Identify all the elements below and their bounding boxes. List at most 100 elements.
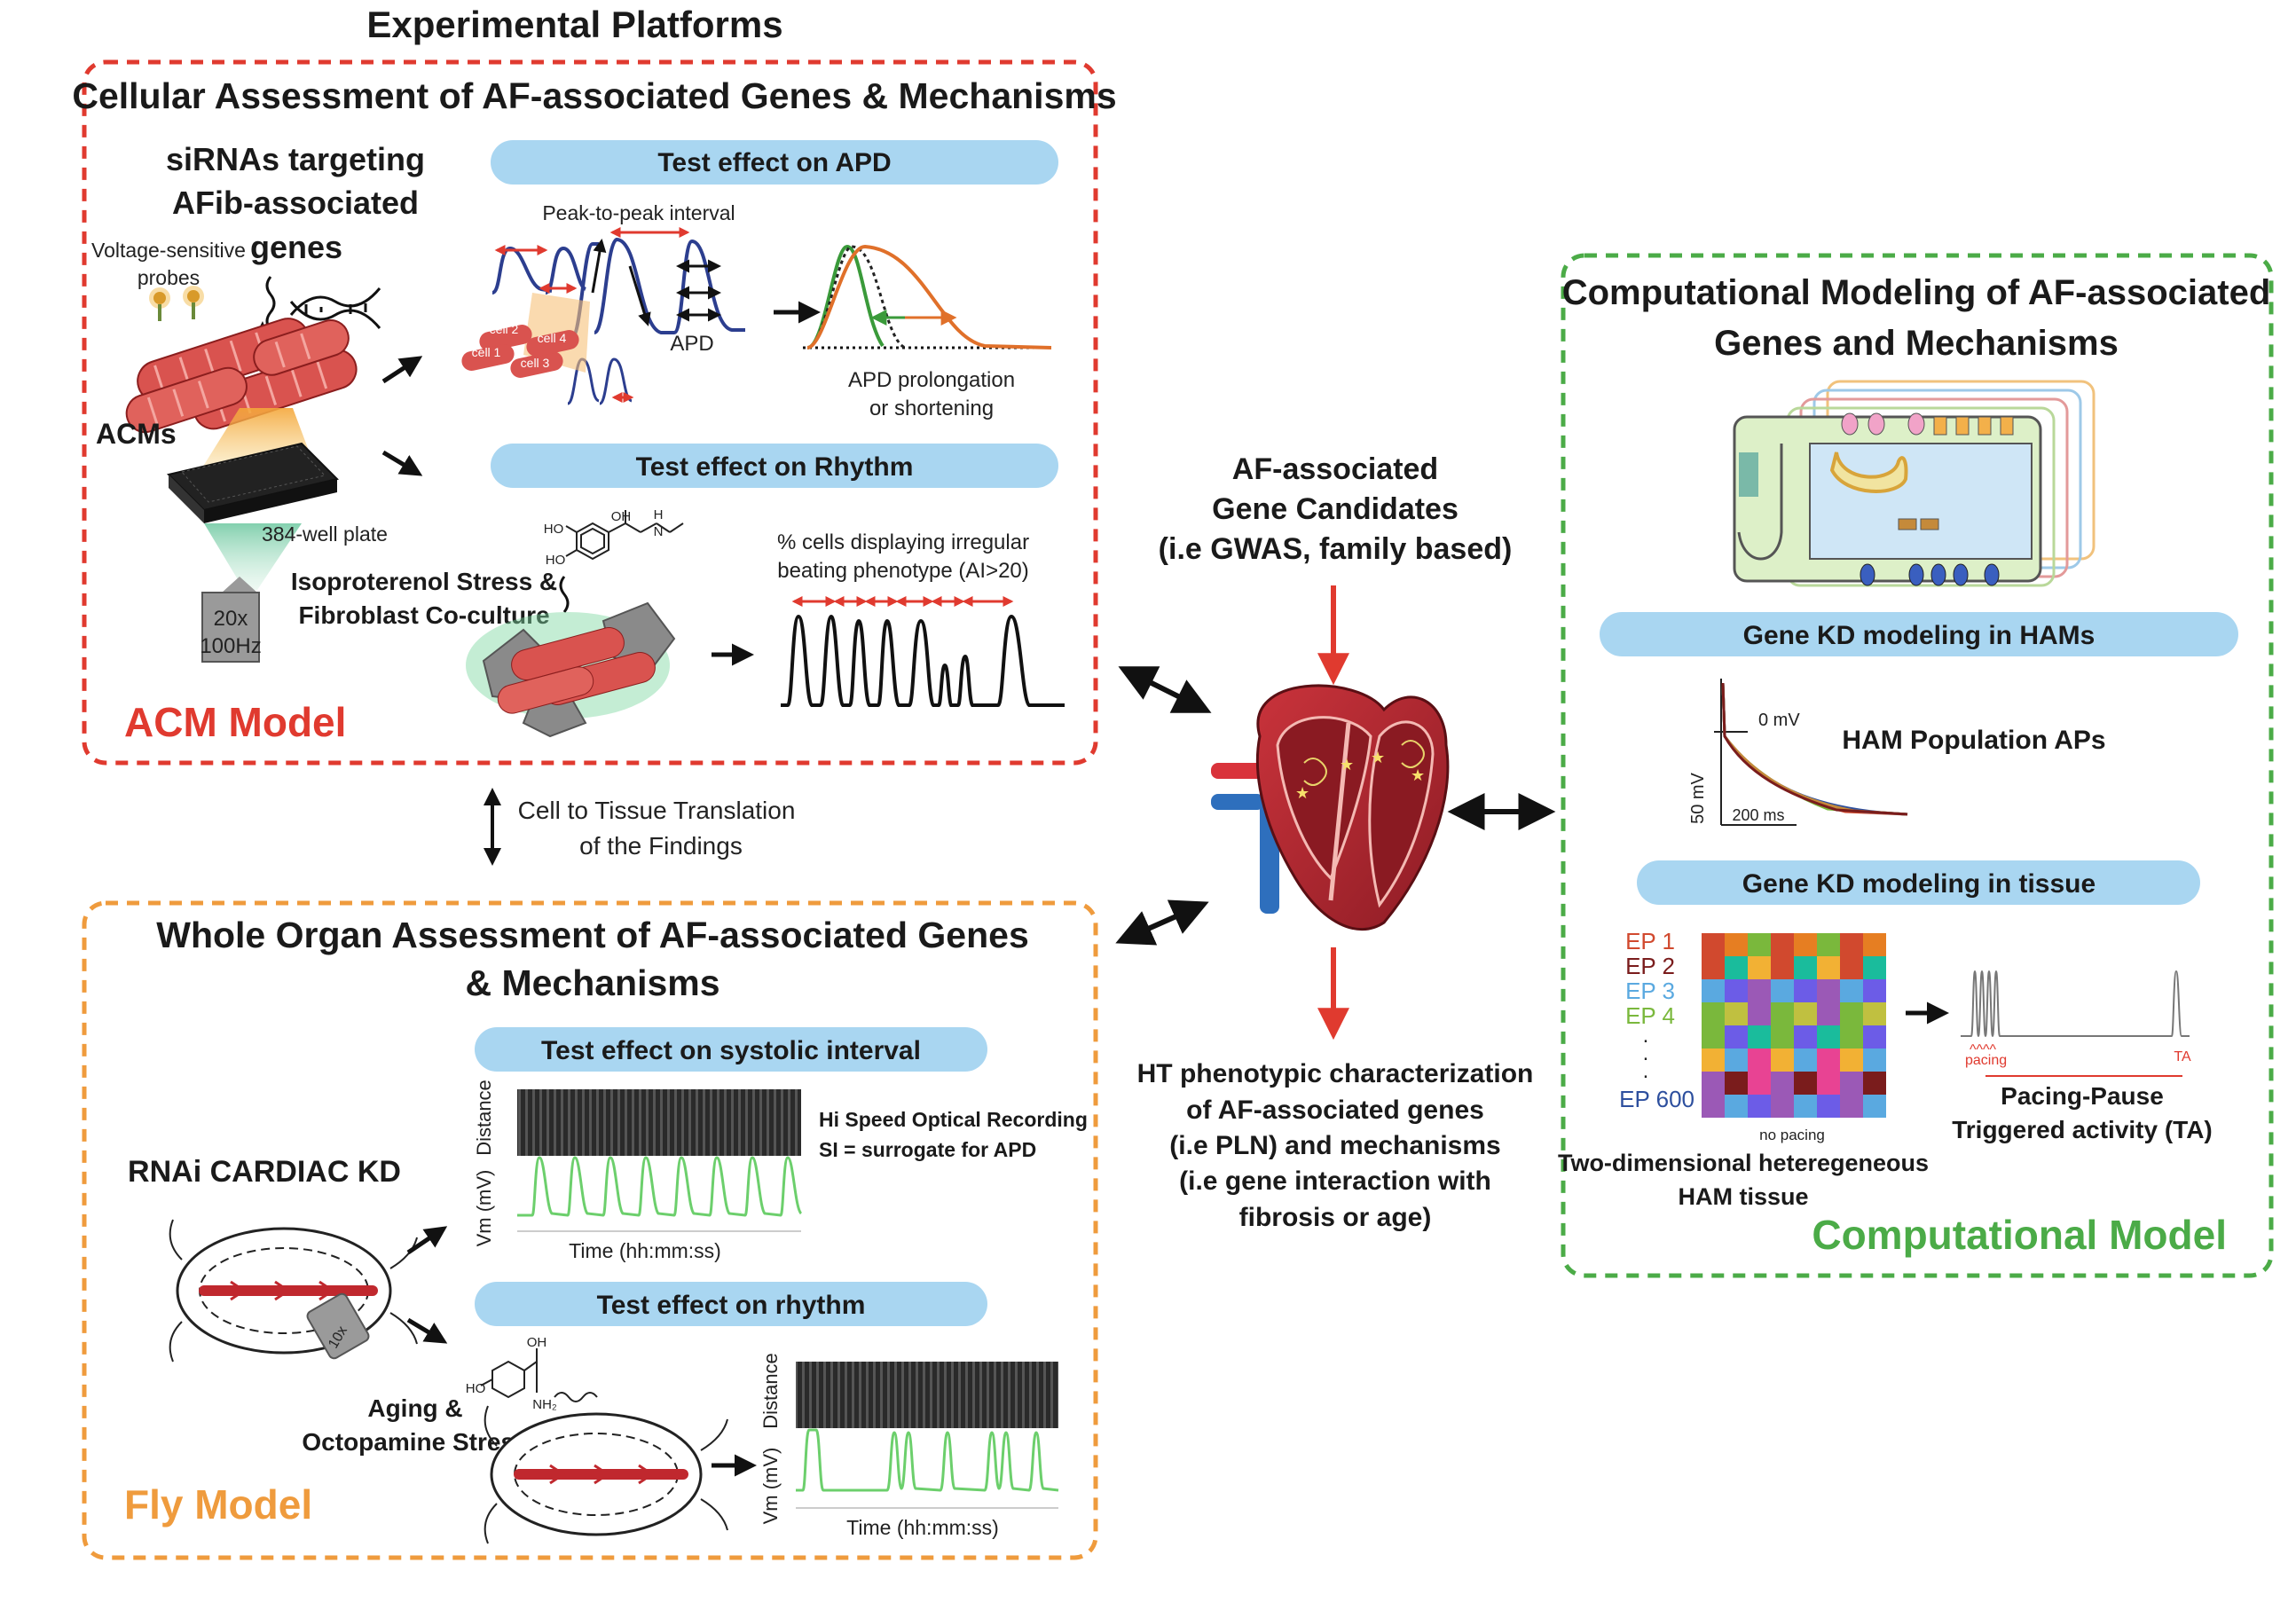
tissue-cell [1840,1002,1863,1025]
tissue-cell [1794,1025,1817,1048]
aging-line-1: Aging & [367,1394,462,1422]
cell-1-label: cell 2 [490,322,519,336]
tissue-cell [1771,1072,1794,1095]
pill-test-rhythm-text: Test effect on Rhythm [636,452,914,482]
ta-label: TA [2174,1049,2191,1064]
acm-heading: Cellular Assessment of AF-associated Gen… [72,75,1116,116]
tissue-cell [1725,956,1748,979]
coculture-icon [466,601,676,738]
tissue-cell [1840,1095,1863,1118]
tissue-cell [1702,1072,1725,1095]
tissue-cell [1725,1025,1748,1048]
tissue-cell [1748,933,1771,956]
irregular-beating-trace [781,614,1065,707]
probes-line-2: probes [138,266,200,289]
tissue-cell [1794,1048,1817,1072]
camera-mag: 20x [214,607,248,631]
zero-mv-label: 0 mV [1758,711,1800,730]
tissue-cell [1771,933,1794,956]
tissue-line-1: Two-dimensional heteregeneous [1558,1150,1929,1176]
tissue-cell [1748,1002,1771,1025]
sirna-line-3: genes [250,229,342,265]
tissue-line-2: HAM tissue [1678,1183,1808,1210]
fly-panel: Whole Organ Assessment of AF-associated … [82,900,1098,1560]
comp-model-label: Computational Model [1812,1212,2227,1258]
candidates-line-1: AF-associated [1232,452,1438,486]
fly-heading-line-1: Whole Organ Assessment of AF-associated … [156,915,1029,955]
tissue-cell [1840,1048,1863,1072]
ham-pop-label: HAM Population APs [1842,726,2105,755]
tissue-cell [1748,1048,1771,1072]
tissue-cell [1702,1048,1725,1072]
tissue-cell [1794,1002,1817,1025]
chem-n: N [654,524,664,539]
irregular-line-2: beating phenotype (AI>20) [777,559,1029,583]
paced-cells-icon: cell 2 cell 1 cell 3 cell 4 [461,293,590,378]
fly-panel-border [82,900,1098,1560]
distance-label-1: Distance [473,1080,495,1156]
tissue-cell [1702,1002,1725,1025]
tissue-cell [1794,1072,1817,1095]
tissue-cell [1748,956,1771,979]
sirna-line-2: AFib-associated [172,185,419,221]
tissue-cell [1863,979,1886,1002]
isoproterenol-structure-icon [565,510,684,561]
pill-tissue [1637,860,2200,905]
pill-ham [1600,612,2238,656]
ep-1-label: EP 1 [1625,928,1675,954]
ham-population-traces [1714,679,1908,826]
hispeed-line-2: SI = surrogate for APD [819,1138,1036,1161]
arrow-fly-rhythm [406,1317,448,1344]
pill-ham-text: Gene KD modeling in HAMs [1743,621,2095,650]
camera-icon: 20x 100Hz [200,577,262,663]
probe-icon [149,286,204,321]
ht-line-3: (i.e PLN) and mechanisms [1169,1131,1500,1160]
apd-change-line-1: APD prolongation [848,368,1015,392]
tissue-cell [1748,1025,1771,1048]
pacing-label: pacing [1965,1053,2007,1068]
no-pacing-label: no pacing [1759,1127,1825,1143]
svg-text:★: ★ [1340,756,1354,774]
hispeed-line-1: Hi Speed Optical Recording [819,1108,1088,1131]
tissue-cell [1817,979,1840,1002]
ep-600-label: EP 600 [1619,1086,1694,1112]
chem-oh: OH [611,509,632,524]
vm-label-1: Vm (mV) [473,1170,495,1247]
comp-heading-line-2: Genes and Mechanisms [1714,324,2119,363]
tissue-cell [1863,1002,1886,1025]
tissue-grid [1702,933,1886,1118]
camera-beam-icon [204,523,302,590]
heart-icon: ★ ★ ★ ★ [1211,684,1450,931]
tissue-cell [1702,1025,1725,1048]
tissue-cell [1863,956,1886,979]
tissue-cell [1863,1048,1886,1072]
oct-oh: OH [527,1335,547,1350]
stress-line-2: Fibroblast Co-culture [298,601,549,629]
sirna-squiggle-icon [265,276,276,331]
tissue-cell [1794,979,1817,1002]
tissue-cell [1817,1095,1840,1118]
svg-text:★: ★ [1295,784,1309,802]
tissue-cell [1840,979,1863,1002]
ht-line-5: fibrosis or age) [1239,1203,1432,1232]
tissue-cell [1771,1002,1794,1025]
ep-3-label: EP 3 [1625,978,1675,1004]
scale-ms-label: 200 ms [1732,806,1784,824]
candidates-line-2: Gene Candidates [1212,492,1459,526]
peak-interval-label: Peak-to-peak interval [542,201,735,224]
tissue-cell [1840,1025,1863,1048]
figure-title: Experimental Platforms [366,4,782,45]
acms-label: ACMs [96,418,177,450]
ep-dot-3: . [1643,1059,1649,1083]
tissue-cell [1702,933,1725,956]
tissue-cell [1817,1048,1840,1072]
ep-dot-2: . [1643,1041,1649,1065]
arrow-fly-heart [1115,899,1209,946]
pill-test-rhythm [491,444,1058,488]
cardiomyocyte-icon [125,318,358,434]
candidates-line-3: (i.e GWAS, family based) [1159,532,1513,566]
distance-label-2: Distance [759,1353,782,1429]
acm-model-label: ACM Model [124,699,346,745]
